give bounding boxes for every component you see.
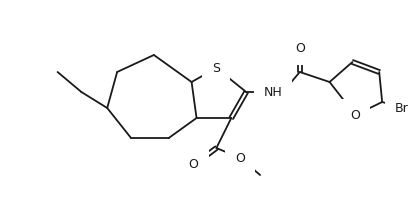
Text: O: O [235, 151, 245, 165]
Text: Br: Br [394, 102, 408, 114]
Text: O: O [350, 109, 360, 122]
Text: O: O [294, 42, 304, 54]
Text: S: S [212, 62, 220, 74]
Text: O: O [188, 159, 198, 171]
Text: NH: NH [263, 86, 282, 98]
